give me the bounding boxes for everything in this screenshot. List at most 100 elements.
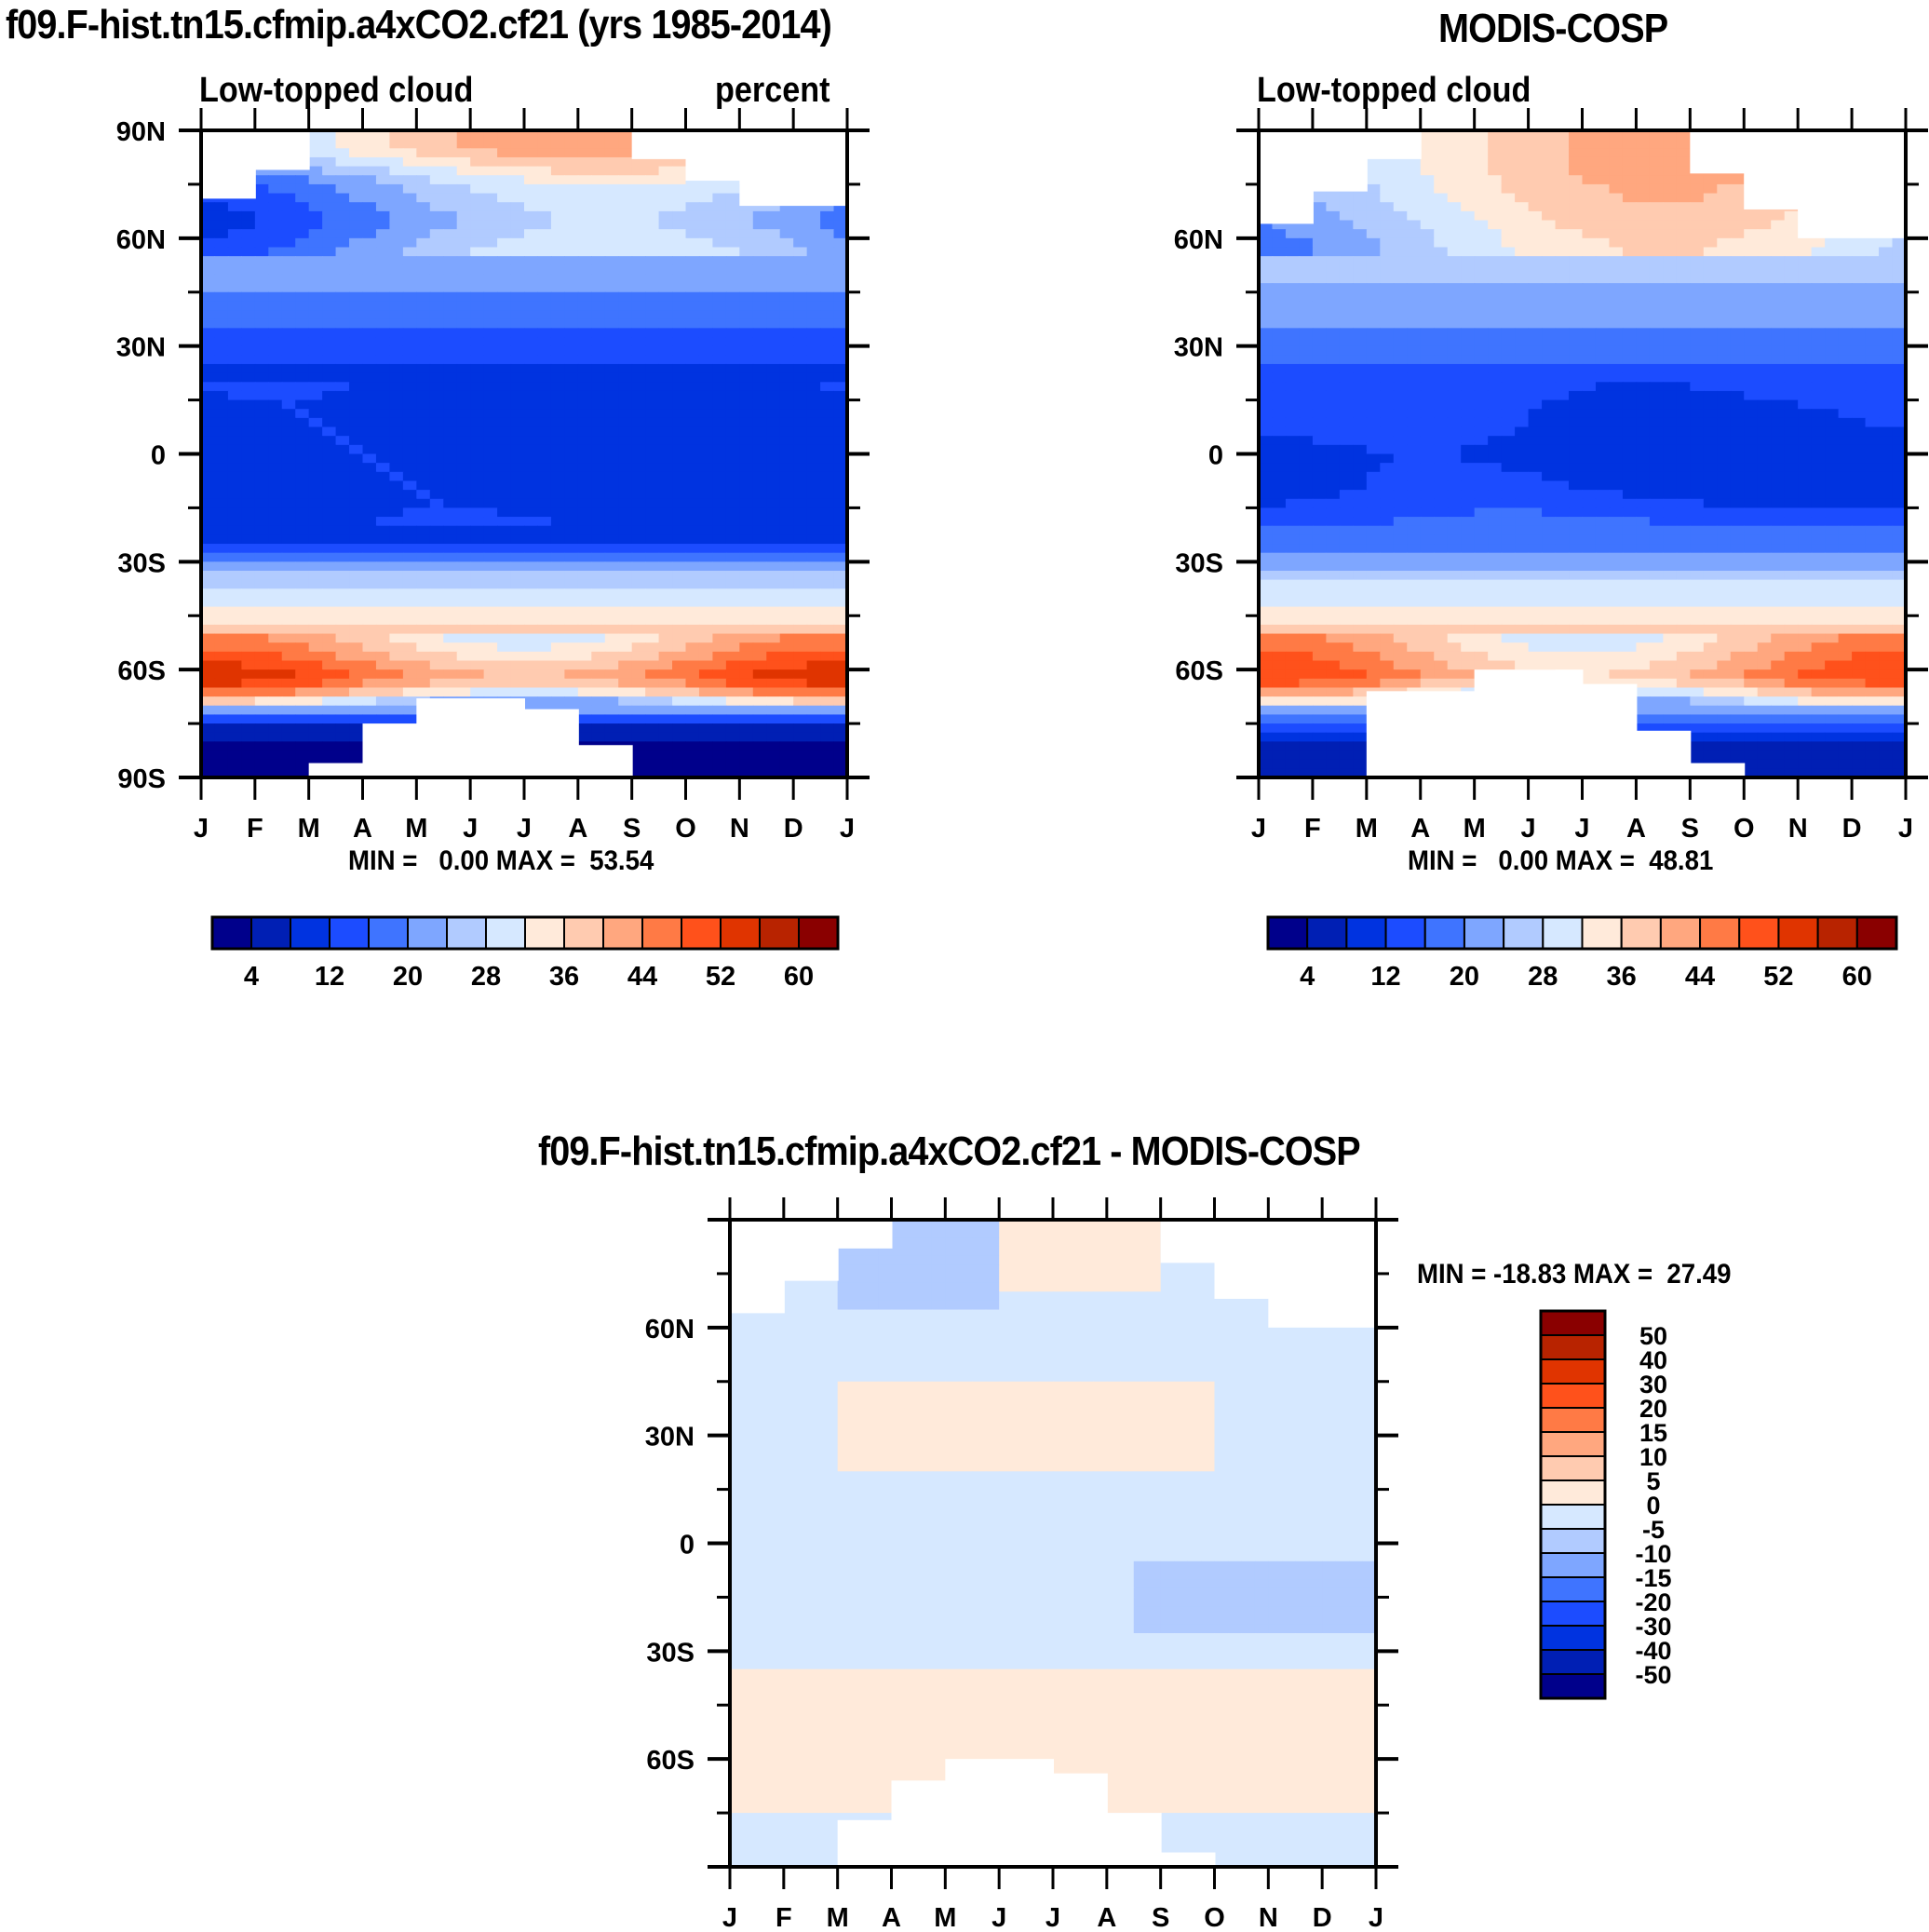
- contour-cell: [1339, 372, 1354, 383]
- contour-cell: [725, 291, 740, 302]
- contour-cell: [1595, 372, 1611, 383]
- contour-cell: [672, 328, 687, 338]
- contour-cell: [1353, 202, 1368, 212]
- contour-cell: [793, 409, 808, 419]
- contour-cell: [672, 678, 687, 689]
- contour-cell: [618, 534, 633, 545]
- contour-cell: [577, 318, 592, 329]
- contour-cell: [1393, 291, 1408, 302]
- contour-cell: [1393, 283, 1408, 293]
- contour-cell: [335, 597, 350, 608]
- contour-cell: [416, 193, 431, 203]
- contour-cell: [1622, 264, 1638, 276]
- contour-cell: [1595, 264, 1611, 276]
- contour-cell: [806, 237, 821, 249]
- contour-cell: [645, 669, 660, 680]
- missing-data-region: [308, 763, 364, 777]
- contour-cell: [443, 490, 458, 500]
- contour-cell: [618, 705, 633, 716]
- contour-cell: [1865, 301, 1880, 311]
- contour-cell: [227, 229, 242, 239]
- contour-cell: [1569, 148, 1584, 158]
- contour-cell: [685, 741, 700, 751]
- contour-cell: [1434, 220, 1449, 230]
- contour-cell: [1380, 166, 1395, 176]
- contour-cell: [335, 642, 350, 653]
- contour-cell: [201, 274, 216, 284]
- contour-cell: [281, 660, 296, 670]
- contour-cell: [308, 183, 323, 195]
- contour-cell: [416, 337, 431, 347]
- contour-cell: [631, 156, 646, 168]
- contour-cell: [1285, 363, 1301, 374]
- x-tick-label: A: [568, 814, 587, 844]
- contour-cell: [510, 372, 525, 383]
- contour-cell: [241, 409, 256, 419]
- contour-cell: [1582, 363, 1597, 374]
- contour-cell: [402, 463, 417, 473]
- contour-cell: [1555, 229, 1570, 239]
- contour-cell: [241, 579, 256, 589]
- contour-cell: [443, 372, 458, 383]
- contour-cell: [672, 463, 687, 473]
- contour-cell: [1501, 301, 1516, 311]
- contour-cell: [1636, 229, 1651, 239]
- contour-cell: [429, 561, 444, 572]
- contour-cell: [658, 480, 673, 491]
- contour-cell: [631, 453, 646, 464]
- contour-cell: [254, 480, 269, 491]
- contour-cell: [685, 444, 700, 455]
- contour-cell: [1420, 237, 1435, 249]
- contour-cell: [658, 318, 673, 329]
- contour-cell: [375, 274, 391, 284]
- contour-cell: [1663, 264, 1678, 276]
- contour-cell: [779, 714, 794, 724]
- contour-cell: [524, 310, 539, 320]
- contour-cell: [604, 732, 619, 742]
- contour-cell: [793, 291, 808, 302]
- contour-cell: [1312, 274, 1327, 284]
- contour-cell: [389, 310, 404, 320]
- contour-cell: [362, 453, 377, 464]
- contour-cell: [295, 723, 310, 734]
- contour-cell: [1649, 202, 1664, 212]
- contour-cell: [254, 409, 269, 419]
- contour-cell: [1528, 274, 1543, 284]
- contour-cell: [1353, 256, 1368, 266]
- contour-cell: [308, 210, 323, 222]
- contour-cell: [1744, 363, 1759, 374]
- contour-cell: [497, 283, 512, 293]
- contour-cell: [510, 301, 525, 311]
- contour-cell: [766, 633, 781, 643]
- contour-cell: [1609, 130, 1624, 141]
- contour-cell: [645, 552, 660, 562]
- contour-cell: [1407, 156, 1422, 168]
- contour-cell: [1663, 390, 1678, 401]
- contour-cell: [591, 597, 606, 608]
- contour-cell: [658, 247, 673, 257]
- contour-cell: [362, 615, 377, 626]
- contour-cell: [833, 723, 848, 734]
- contour-cell: [1663, 310, 1678, 320]
- contour-cell: [281, 517, 296, 527]
- contour-cell: [524, 382, 539, 392]
- contour-cell: [537, 363, 552, 374]
- contour-cell: [1474, 372, 1489, 383]
- contour-cell: [362, 274, 377, 284]
- contour-cell: [712, 283, 727, 293]
- contour-cell: [335, 264, 350, 276]
- contour-cell: [389, 291, 404, 302]
- missing-data-region: [524, 709, 579, 777]
- contour-cell: [1676, 291, 1691, 302]
- contour-cell: [281, 237, 296, 249]
- contour-cell: [510, 552, 525, 562]
- contour-cell: [604, 651, 619, 662]
- contour-cell: [537, 588, 552, 599]
- contour-cell: [416, 382, 431, 392]
- contour-cell: [1259, 390, 1274, 401]
- contour-cell: [766, 615, 781, 626]
- contour-cell: [254, 633, 269, 643]
- contour-cell: [308, 363, 323, 374]
- contour-cell: [1757, 337, 1772, 347]
- contour-cell: [793, 624, 808, 635]
